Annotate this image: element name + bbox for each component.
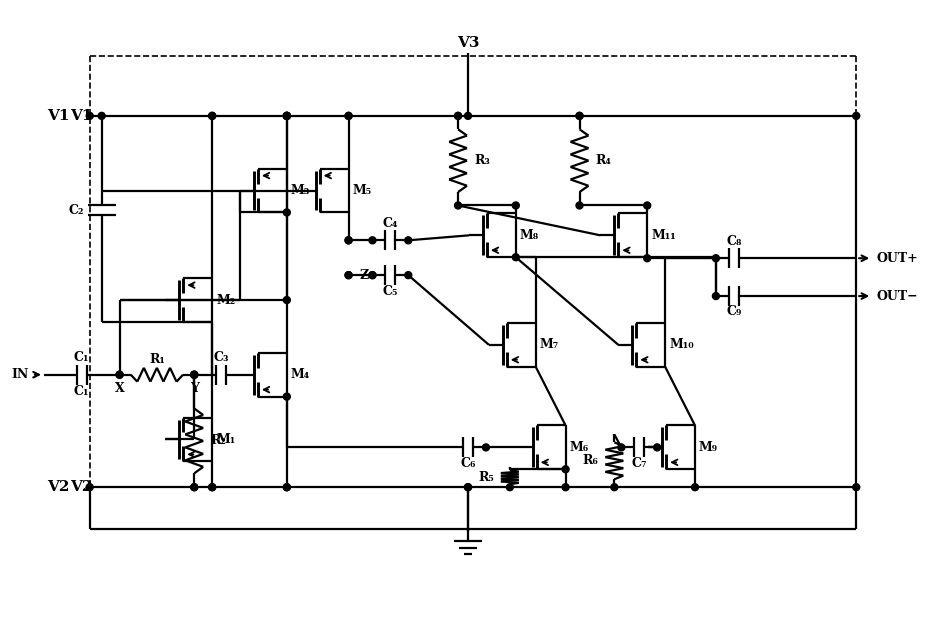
- Circle shape: [283, 112, 291, 120]
- Text: C₁: C₁: [74, 352, 89, 365]
- Text: M₁₀: M₁₀: [669, 339, 694, 352]
- Text: M₅: M₅: [353, 184, 372, 197]
- Text: V1: V1: [70, 109, 92, 123]
- Circle shape: [87, 484, 93, 490]
- Text: R₁: R₁: [149, 353, 165, 366]
- Circle shape: [562, 484, 569, 490]
- Text: V2: V2: [70, 480, 92, 494]
- Circle shape: [455, 202, 461, 209]
- Circle shape: [712, 293, 719, 299]
- Circle shape: [283, 484, 291, 490]
- Text: R₅: R₅: [478, 471, 494, 484]
- Circle shape: [209, 484, 215, 490]
- Text: V3: V3: [456, 36, 479, 50]
- Circle shape: [191, 371, 198, 378]
- Circle shape: [465, 112, 471, 120]
- Text: X: X: [115, 382, 124, 395]
- Circle shape: [512, 202, 519, 209]
- Text: C₄: C₄: [383, 217, 398, 230]
- Circle shape: [345, 272, 352, 278]
- Text: C₉: C₉: [726, 306, 742, 319]
- Circle shape: [283, 112, 291, 120]
- Circle shape: [611, 484, 618, 490]
- Text: OUT−: OUT−: [876, 290, 917, 303]
- Circle shape: [283, 393, 291, 400]
- Circle shape: [654, 444, 661, 451]
- Text: C₅: C₅: [383, 285, 398, 298]
- Circle shape: [576, 112, 583, 120]
- Circle shape: [405, 237, 412, 244]
- Circle shape: [369, 272, 375, 278]
- Circle shape: [209, 112, 215, 120]
- Text: Z: Z: [359, 268, 369, 281]
- Text: V1: V1: [47, 109, 70, 123]
- Circle shape: [506, 484, 513, 490]
- Text: M₁₁: M₁₁: [651, 229, 676, 242]
- Text: M₄: M₄: [291, 368, 310, 381]
- Circle shape: [98, 112, 105, 120]
- Text: IN: IN: [11, 368, 29, 381]
- Circle shape: [191, 484, 198, 490]
- Text: R₆: R₆: [582, 454, 598, 467]
- Text: C₃: C₃: [214, 352, 229, 365]
- Circle shape: [465, 484, 471, 490]
- Text: M₈: M₈: [519, 229, 539, 242]
- Circle shape: [512, 254, 519, 261]
- Circle shape: [345, 237, 352, 244]
- Circle shape: [576, 112, 583, 120]
- Circle shape: [116, 371, 123, 378]
- Text: R₄: R₄: [596, 154, 612, 167]
- Circle shape: [853, 484, 860, 490]
- Text: V2: V2: [47, 480, 70, 494]
- Circle shape: [465, 484, 471, 490]
- Circle shape: [345, 237, 352, 244]
- Circle shape: [618, 444, 625, 451]
- Circle shape: [283, 296, 291, 304]
- Circle shape: [345, 112, 352, 120]
- Text: OUT+: OUT+: [876, 252, 917, 265]
- Circle shape: [283, 484, 291, 490]
- Text: C₇: C₇: [631, 457, 647, 470]
- Text: C₂: C₂: [69, 204, 84, 217]
- Text: M₁: M₁: [216, 433, 235, 446]
- Text: R₃: R₃: [474, 154, 490, 167]
- Circle shape: [87, 112, 93, 120]
- Circle shape: [191, 484, 198, 490]
- Circle shape: [562, 466, 569, 473]
- Circle shape: [283, 112, 291, 120]
- Text: C₁: C₁: [74, 385, 89, 398]
- Text: M₆: M₆: [569, 441, 589, 454]
- Circle shape: [483, 444, 489, 451]
- Circle shape: [191, 371, 198, 378]
- Text: M₇: M₇: [540, 339, 559, 352]
- Circle shape: [209, 484, 215, 490]
- Circle shape: [369, 272, 375, 278]
- Circle shape: [345, 272, 352, 278]
- Text: M₂: M₂: [216, 293, 235, 306]
- Text: M₃: M₃: [291, 184, 310, 197]
- Circle shape: [405, 272, 412, 278]
- Circle shape: [283, 209, 291, 216]
- Circle shape: [712, 255, 719, 262]
- Circle shape: [345, 112, 352, 120]
- Circle shape: [576, 202, 583, 209]
- Circle shape: [116, 371, 123, 378]
- Circle shape: [644, 255, 650, 262]
- Circle shape: [191, 371, 198, 378]
- Circle shape: [644, 202, 650, 209]
- Circle shape: [455, 112, 461, 120]
- Circle shape: [853, 112, 860, 120]
- Text: M₉: M₉: [699, 441, 718, 454]
- Circle shape: [455, 112, 461, 120]
- Text: C₈: C₈: [726, 235, 742, 248]
- Text: R₂: R₂: [210, 435, 226, 448]
- Text: Y: Y: [190, 382, 199, 395]
- Circle shape: [283, 112, 291, 120]
- Text: C₆: C₆: [460, 457, 476, 470]
- Circle shape: [369, 237, 375, 244]
- Circle shape: [209, 112, 215, 120]
- Circle shape: [692, 484, 698, 490]
